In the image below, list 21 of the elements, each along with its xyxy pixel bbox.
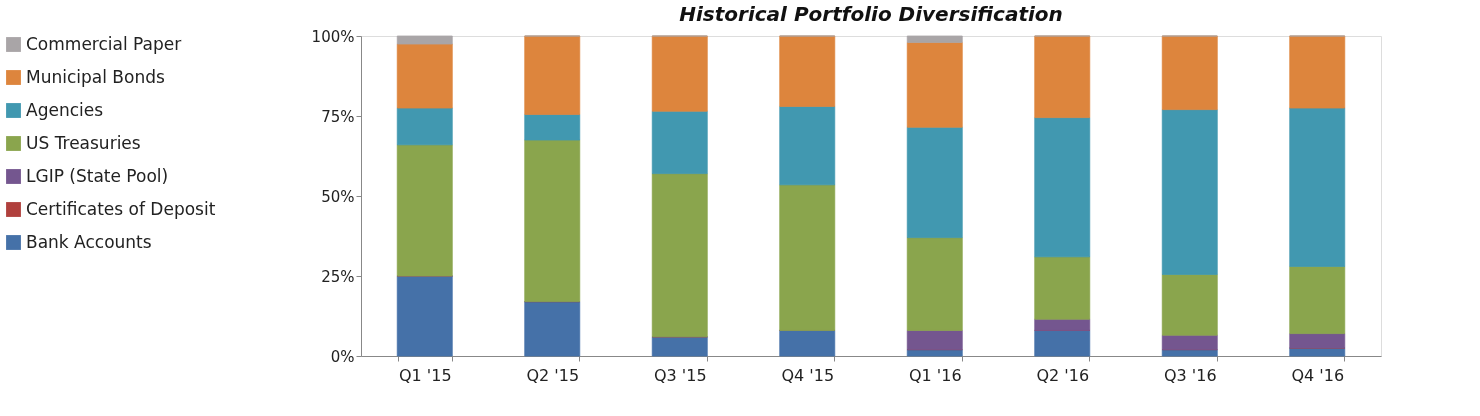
legend-label: Certificates of Deposit <box>26 198 216 219</box>
x-tick-label: Q3 '15 <box>653 365 707 385</box>
x-tick-label: Q2 '16 <box>1036 365 1090 385</box>
x-tick-label: Q4 '15 <box>781 365 835 385</box>
x-tick-label: Q2 '15 <box>526 365 580 385</box>
legend-label: US Treasuries <box>26 132 141 153</box>
chart-title: Historical Portfolio Diversification <box>679 2 1063 26</box>
legend-label: Bank Accounts <box>26 231 152 252</box>
y-tick-label: 100% <box>311 27 355 46</box>
x-tick-label: Q3 '16 <box>1163 365 1217 385</box>
legend-label: Municipal Bonds <box>26 66 165 87</box>
y-tick-label: 25% <box>321 267 355 286</box>
x-tick-label: Q1 '15 <box>398 365 452 385</box>
x-tick-label: Q4 '16 <box>1291 365 1345 385</box>
legend-label: LGIP (State Pool) <box>26 165 169 186</box>
y-tick-label: 50% <box>321 187 355 206</box>
y-tick-label: 0% <box>330 347 355 366</box>
x-tick-label: Q1 '16 <box>908 365 962 385</box>
y-tick-label: 75% <box>321 107 355 126</box>
legend-label: Agencies <box>26 99 104 120</box>
legend-label: Commercial Paper <box>26 33 182 54</box>
